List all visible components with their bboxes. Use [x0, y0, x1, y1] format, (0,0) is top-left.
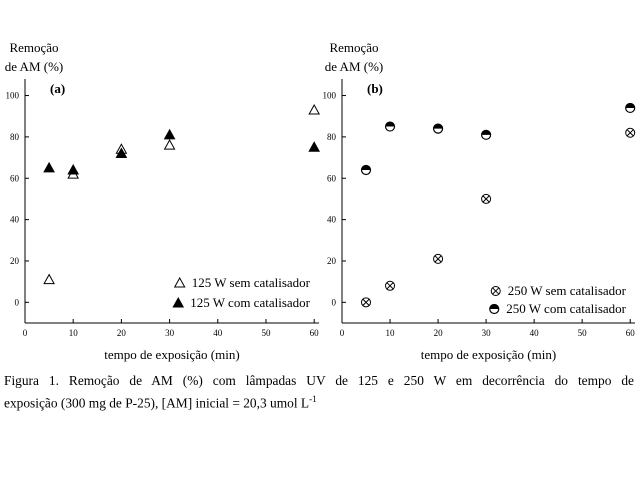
- x-axis-title-0: tempo de exposição (min): [104, 347, 239, 362]
- panel-label-0: (a): [50, 81, 65, 96]
- ylabel-a-line2: de AM (%): [4, 59, 64, 74]
- ylabel-b-line2: de AM (%): [324, 59, 384, 74]
- legend-label-0-0: 125 W sem catalisador: [192, 275, 311, 290]
- x-tick-label-0: 50: [261, 328, 271, 338]
- marker-p0-s0: [43, 273, 55, 285]
- marker-p0-s0: [308, 103, 321, 115]
- x-tick-label-0: 10: [69, 328, 79, 338]
- x-tick-label-1: 50: [578, 328, 588, 338]
- marker-plegend1-s1-fill: [489, 304, 499, 309]
- y-tick-label-1: 40: [327, 215, 337, 225]
- x-tick-label-1: 30: [482, 328, 492, 338]
- marker-p0-s1: [163, 128, 176, 140]
- x-tick-label-1: 0: [340, 328, 345, 338]
- marker-p0-s0: [163, 139, 176, 150]
- marker-p1-s0-cross: [362, 298, 370, 306]
- panel-label-1: (b): [367, 81, 383, 96]
- marker-plegend0-s1: [172, 296, 185, 308]
- marker-p1-s1-fill: [385, 122, 395, 127]
- y-tick-label-0: 20: [10, 256, 20, 266]
- marker-p0-s1: [43, 161, 55, 173]
- marker-p0-s1: [115, 147, 128, 158]
- y-tick-label-0: 0: [15, 297, 20, 307]
- marker-p1-s1-fill: [481, 130, 491, 135]
- figure-caption: Figura 1. Remoção de AM (%) com lâmpadas…: [4, 371, 634, 412]
- x-tick-label-1: 40: [530, 328, 540, 338]
- x-tick-label-1: 10: [386, 328, 396, 338]
- marker-p1-s1-fill: [361, 165, 371, 170]
- marker-p1-s0-cross: [626, 129, 634, 137]
- x-tick-label-0: 0: [23, 328, 28, 338]
- y-tick-label-1: 60: [327, 173, 337, 183]
- legend-label-0-1: 125 W com catalisador: [190, 295, 310, 310]
- legend-label-1-1: 250 W com catalisador: [506, 301, 626, 316]
- marker-p1-s0-cross: [482, 195, 490, 203]
- marker-p1-s1-fill: [625, 103, 635, 108]
- x-tick-label-1: 60: [626, 328, 636, 338]
- x-tick-label-1: 20: [434, 328, 444, 338]
- caption-line2: exposição (300 mg de P-25), [AM] inicial…: [4, 395, 310, 411]
- ylabel-a: Remoção de AM (%): [2, 38, 66, 76]
- caption-superscript: -1: [309, 394, 317, 404]
- x-tick-label-0: 20: [117, 328, 127, 338]
- ylabel-a-line1: Remoção: [9, 40, 59, 55]
- marker-p1-s0-cross: [386, 282, 394, 290]
- marker-p0-s1: [308, 141, 321, 152]
- legend-label-1-0: 250 W sem catalisador: [508, 283, 627, 298]
- x-axis-title-1: tempo de exposição (min): [421, 347, 556, 362]
- ylabel-b-line1: Remoção: [329, 40, 379, 55]
- marker-plegend0-s0: [173, 276, 186, 288]
- marker-p1-s1-fill: [433, 124, 443, 129]
- y-tick-label-1: 80: [327, 132, 337, 142]
- y-tick-label-0: 100: [6, 91, 20, 101]
- x-tick-label-0: 30: [165, 328, 175, 338]
- x-tick-label-0: 60: [310, 328, 320, 338]
- ylabel-b: Remoção de AM (%): [322, 38, 386, 76]
- y-tick-label-0: 80: [10, 132, 20, 142]
- marker-p1-s0-cross: [434, 255, 442, 263]
- y-tick-label-1: 100: [323, 91, 337, 101]
- x-tick-label-0: 40: [213, 328, 223, 338]
- y-tick-label-0: 40: [10, 215, 20, 225]
- y-tick-label-0: 60: [10, 173, 20, 183]
- caption-line1: Figura 1. Remoção de AM (%) com lâmpadas…: [4, 373, 634, 388]
- marker-p0-s1: [67, 163, 80, 175]
- y-tick-label-1: 0: [332, 297, 337, 307]
- marker-plegend1-s0-cross: [492, 287, 500, 295]
- y-tick-label-1: 20: [327, 256, 337, 266]
